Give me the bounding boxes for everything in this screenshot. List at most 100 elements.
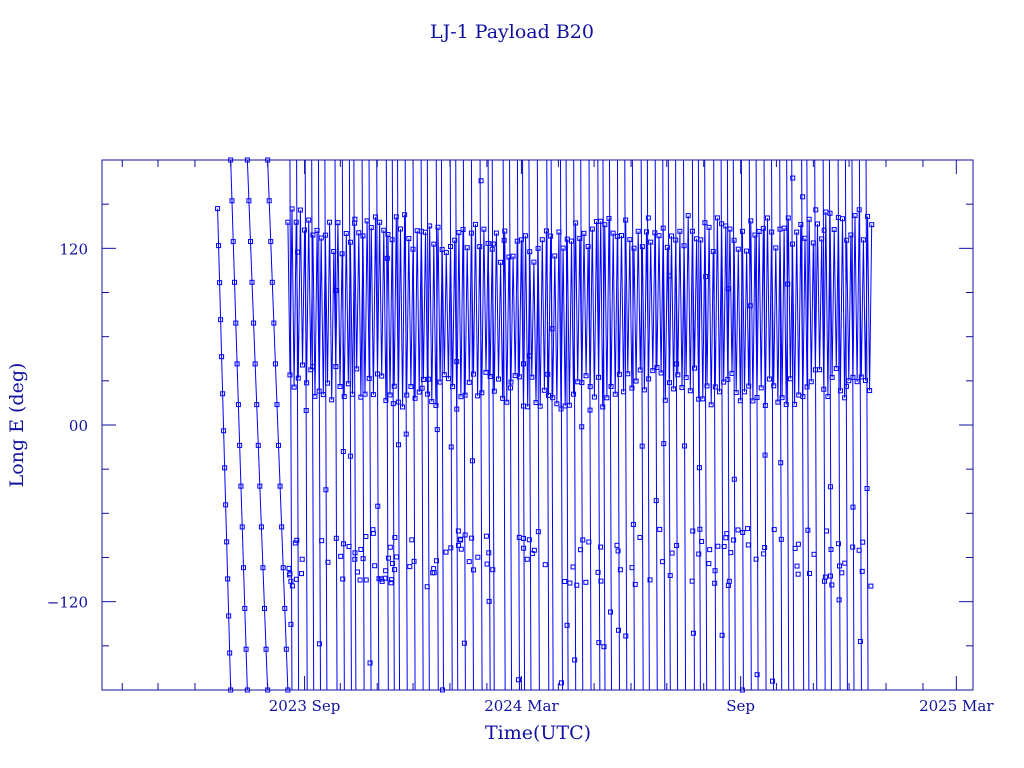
data-marker [526,537,532,543]
data-marker [685,213,691,219]
series-wrap-line [814,159,818,691]
data-marker [745,526,751,532]
data-marker [255,442,261,448]
data-marker [696,551,702,557]
data-marker [728,550,734,556]
series-wrap-line [376,159,380,691]
data-marker [856,547,862,553]
data-marker [520,535,526,541]
series-wrap-line [704,159,708,691]
data-marker [867,388,873,394]
data-marker [247,239,253,245]
data-marker [515,677,521,683]
data-marker [478,178,484,184]
data-marker [860,237,866,243]
data-marker [219,354,225,360]
data-marker [282,605,288,611]
data-marker [306,217,312,223]
data-marker [627,237,633,243]
data-marker [504,399,510,405]
data-marker [747,303,753,309]
data-marker [735,527,741,533]
data-marker [666,273,672,279]
data-marker [783,402,789,408]
data-marker [375,503,381,509]
series-wrap-line [348,159,352,691]
data-marker [696,465,702,471]
data-marker [633,378,639,384]
data-marker [268,239,274,245]
data-marker [828,546,834,552]
data-marker [370,527,376,533]
data-marker [630,521,636,527]
data-marker [461,640,467,646]
y-tick-label: 120 [59,240,88,258]
chart-title: LJ-1 Payload B20 [430,21,594,43]
data-marker [521,361,527,367]
data-marker [288,621,294,627]
data-marker [661,441,667,447]
data-marker [865,213,871,219]
series-wrap-line [771,159,775,691]
data-marker [357,577,363,583]
data-marker [287,571,293,577]
series-wrap-line [801,159,805,691]
series-wrap-line [844,159,848,691]
series-wrap-line [404,159,408,691]
x-tick-label: 2024 Mar [484,697,559,715]
data-marker [836,597,842,603]
data-marker [490,241,496,247]
data-marker [224,539,230,545]
data-marker [293,576,299,582]
data-marker [431,570,437,576]
data-marker [456,542,462,548]
data-marker [550,395,556,401]
data-marker [840,216,846,222]
data-marker [230,239,236,245]
y-axis-label: Long E (deg) [6,363,28,488]
data-marker [790,175,796,181]
series-wrap-line [675,159,679,691]
data-marker [542,562,548,568]
data-marker [238,483,244,489]
data-marker [762,452,768,458]
data-marker [615,627,621,633]
data-marker [754,672,760,678]
data-marker [280,565,286,571]
data-marker [354,569,360,575]
data-marker [827,484,833,490]
data-marker [523,233,529,239]
data-marker [541,387,547,393]
data-marker [568,238,574,244]
series-wrap-line [691,159,695,691]
data-marker [429,399,435,405]
series-wrap-line [732,159,736,691]
series-wrap-line [397,159,401,691]
data-marker [479,390,485,396]
data-marker [455,528,461,534]
data-marker [708,402,714,408]
data-marker [383,397,389,403]
data-marker [846,378,852,384]
series-line [230,159,248,691]
series-wrap-line [487,159,491,691]
data-marker [258,524,264,530]
data-marker [294,537,300,543]
data-marker [407,564,413,570]
data-marker [310,364,316,370]
data-marker [811,551,817,557]
series-wrap-line [296,159,300,691]
data-marker [639,244,645,250]
y-tick-label: −120 [47,594,88,612]
data-marker [352,550,358,556]
data-marker [360,233,366,239]
data-marker [746,383,752,389]
data-marker [612,391,618,397]
data-marker [531,547,537,553]
data-marker [491,388,497,394]
data-marker [564,622,570,628]
data-marker [289,583,295,589]
data-marker [725,582,731,588]
data-marker [706,561,712,567]
